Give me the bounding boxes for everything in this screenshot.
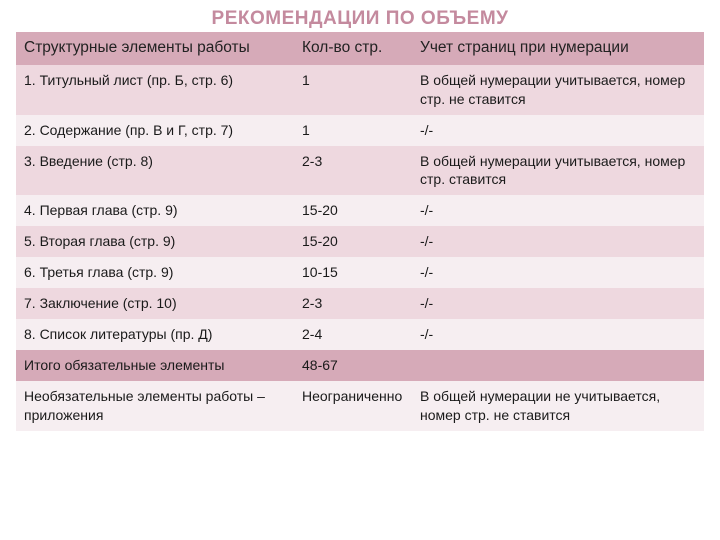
cell-pages: 1 xyxy=(294,65,412,115)
cell-element: 1. Титульный лист (пр. Б, стр. 6) xyxy=(16,65,294,115)
table-row: 7. Заключение (стр. 10) 2-3 -/- xyxy=(16,288,704,319)
cell-element: 7. Заключение (стр. 10) xyxy=(16,288,294,319)
cell-pages: Неограниченно xyxy=(294,381,412,431)
cell-element: 4. Первая глава (стр. 9) xyxy=(16,195,294,226)
table-row: 4. Первая глава (стр. 9) 15-20 -/- xyxy=(16,195,704,226)
page-title: РЕКОМЕНДАЦИИ ПО ОБЪЕМУ xyxy=(0,0,720,32)
col-header-numbering: Учет страниц при нумерации xyxy=(412,32,704,65)
table-row: 3. Введение (стр. 8) 2-3 В общей нумерац… xyxy=(16,146,704,196)
col-header-pages: Кол-во стр. xyxy=(294,32,412,65)
table-row: 2. Содержание (пр. В и Г, стр. 7) 1 -/- xyxy=(16,115,704,146)
cell-pages: 48-67 xyxy=(294,350,412,381)
table-row-totals: Итого обязательные элементы 48-67 xyxy=(16,350,704,381)
cell-numbering: В общей нумерации учитывается, номер стр… xyxy=(412,65,704,115)
col-header-elements: Структурные элементы работы xyxy=(16,32,294,65)
table-row: 6. Третья глава (стр. 9) 10-15 -/- xyxy=(16,257,704,288)
table-row: 5. Вторая глава (стр. 9) 15-20 -/- xyxy=(16,226,704,257)
cell-numbering: В общей нумерации не учитывается, номер … xyxy=(412,381,704,431)
cell-element: Итого обязательные элементы xyxy=(16,350,294,381)
cell-element: 2. Содержание (пр. В и Г, стр. 7) xyxy=(16,115,294,146)
cell-element: 3. Введение (стр. 8) xyxy=(16,146,294,196)
cell-numbering: -/- xyxy=(412,288,704,319)
cell-element: 5. Вторая глава (стр. 9) xyxy=(16,226,294,257)
cell-pages: 10-15 xyxy=(294,257,412,288)
cell-pages: 2-4 xyxy=(294,319,412,350)
table-header-row: Структурные элементы работы Кол-во стр. … xyxy=(16,32,704,65)
table-row: 1. Титульный лист (пр. Б, стр. 6) 1 В об… xyxy=(16,65,704,115)
cell-pages: 1 xyxy=(294,115,412,146)
cell-pages: 2-3 xyxy=(294,288,412,319)
cell-numbering: -/- xyxy=(412,115,704,146)
cell-numbering: -/- xyxy=(412,195,704,226)
cell-pages: 2-3 xyxy=(294,146,412,196)
cell-numbering: -/- xyxy=(412,257,704,288)
cell-element: 8. Список литературы (пр. Д) xyxy=(16,319,294,350)
cell-numbering: -/- xyxy=(412,226,704,257)
cell-numbering xyxy=(412,350,704,381)
cell-numbering: В общей нумерации учитывается, номер стр… xyxy=(412,146,704,196)
cell-pages: 15-20 xyxy=(294,195,412,226)
cell-element: Необязательные элементы работы – приложе… xyxy=(16,381,294,431)
cell-element: 6. Третья глава (стр. 9) xyxy=(16,257,294,288)
cell-numbering: -/- xyxy=(412,319,704,350)
cell-pages: 15-20 xyxy=(294,226,412,257)
table-row: 8. Список литературы (пр. Д) 2-4 -/- xyxy=(16,319,704,350)
table-row: Необязательные элементы работы – приложе… xyxy=(16,381,704,431)
volume-table: Структурные элементы работы Кол-во стр. … xyxy=(16,32,704,431)
